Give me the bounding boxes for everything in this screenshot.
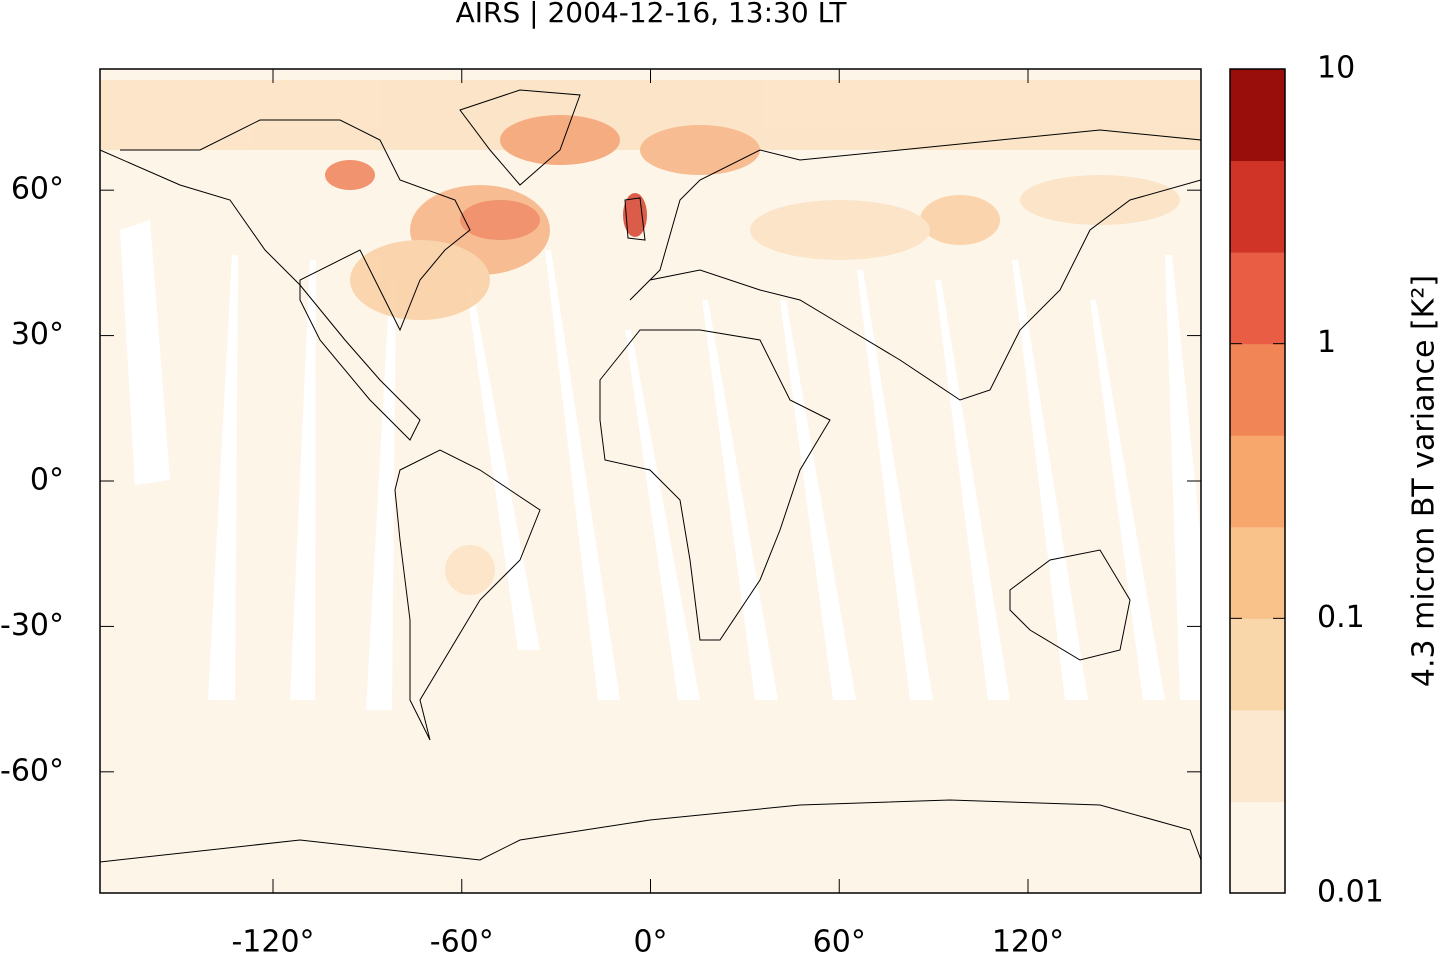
colorbar-band (1230, 435, 1285, 528)
y-tick-label: 30° (11, 317, 64, 352)
colorbar-frame (1229, 68, 1286, 894)
colorbar-tick-label: 0.1 (1317, 600, 1365, 635)
map-background (99, 69, 1202, 893)
y-tick-label: -30° (0, 608, 64, 643)
colorbar-band (1230, 526, 1285, 619)
x-tick-label: 60° (813, 925, 866, 957)
y-tick-label: -60° (0, 753, 64, 788)
colorbar-label: 4.3 micron BT variance [K²] (1407, 275, 1442, 687)
colorbar-band (1230, 252, 1285, 345)
y-tick-label: 60° (11, 172, 64, 207)
x-tick-label: 120° (992, 925, 1064, 957)
chart-title: AIRS | 2004-12-16, 13:30 LT (456, 0, 848, 29)
x-tick-label: 0° (633, 925, 667, 957)
colorbar-band (1230, 343, 1285, 436)
colorbar-tick-label: 1 (1317, 325, 1336, 360)
colorbar-band (1230, 801, 1285, 894)
colorbar-band (1230, 160, 1285, 253)
colorbar-band (1230, 618, 1285, 711)
colorbar-band (1230, 709, 1285, 802)
colorbar: 0.01 0.1 1 10 (1229, 51, 1384, 910)
x-tick-label: -60° (430, 925, 494, 957)
x-tick-label: -120° (231, 925, 314, 957)
colorbar-band (1230, 69, 1285, 162)
y-tick-label: 0° (30, 463, 64, 498)
colorbar-tick-label: 10 (1317, 51, 1355, 86)
colorbar-tick-label: 0.01 (1317, 875, 1384, 910)
